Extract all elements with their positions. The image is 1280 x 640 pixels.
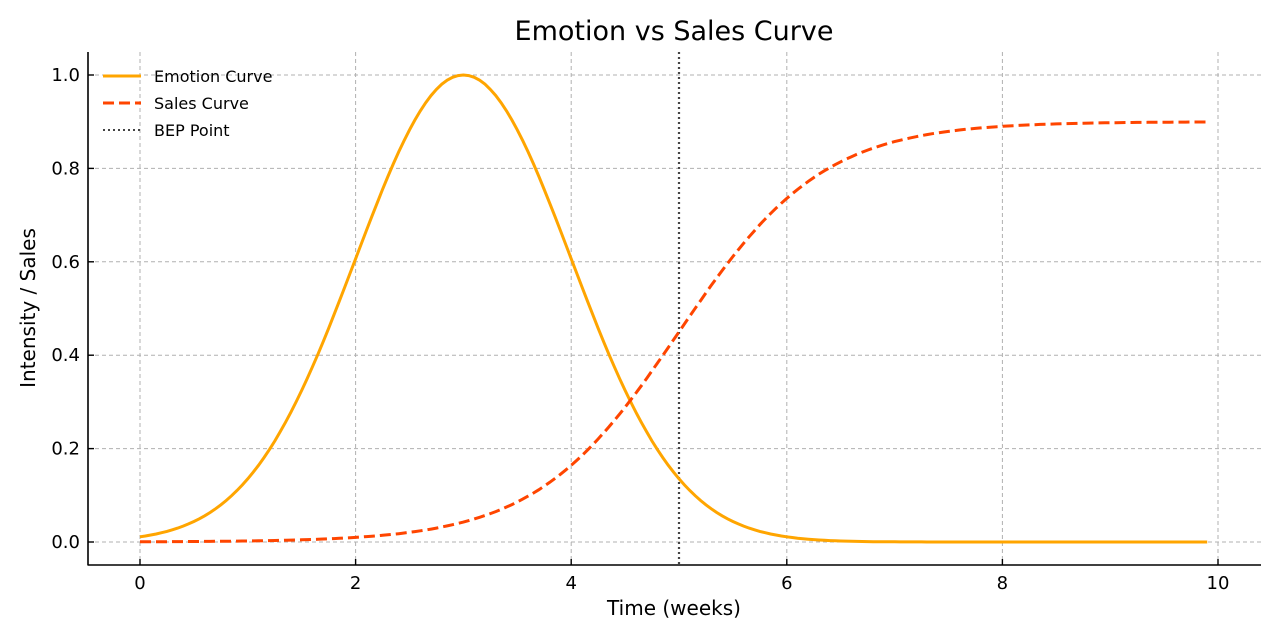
x-axis-label: Time (weeks) — [606, 596, 741, 620]
y-tick-label: 0.4 — [51, 345, 80, 366]
y-tick-label: 0.0 — [51, 532, 80, 553]
legend: Emotion Curve Sales Curve BEP Point — [103, 67, 272, 140]
y-tick-label: 0.6 — [51, 252, 80, 273]
x-tick-label: 0 — [134, 573, 145, 594]
y-tick-label: 1.0 — [51, 65, 80, 86]
x-tick-label: 2 — [350, 573, 361, 594]
x-axis-ticks: 0 2 4 6 8 10 — [134, 559, 1229, 594]
x-tick-label: 10 — [1207, 573, 1230, 594]
y-tick-label: 0.8 — [51, 158, 80, 179]
x-tick-label: 4 — [565, 573, 576, 594]
chart-title: Emotion vs Sales Curve — [515, 16, 834, 47]
y-axis-ticks: 0.0 0.2 0.4 0.6 0.8 1.0 — [51, 65, 94, 553]
emotion-curve-line — [139, 73, 1208, 544]
grid-lines — [88, 52, 1261, 565]
y-tick-label: 0.2 — [51, 439, 80, 460]
legend-label-emotion: Emotion Curve — [154, 67, 272, 86]
y-axis-label: Intensity / Sales — [16, 228, 40, 388]
series-lines — [139, 73, 1208, 544]
legend-label-bep: BEP Point — [154, 121, 230, 140]
legend-label-sales: Sales Curve — [154, 94, 249, 113]
x-tick-label: 8 — [997, 573, 1008, 594]
x-tick-label: 6 — [781, 573, 792, 594]
sales-curve-line — [139, 120, 1208, 544]
axes — [87, 52, 1261, 566]
